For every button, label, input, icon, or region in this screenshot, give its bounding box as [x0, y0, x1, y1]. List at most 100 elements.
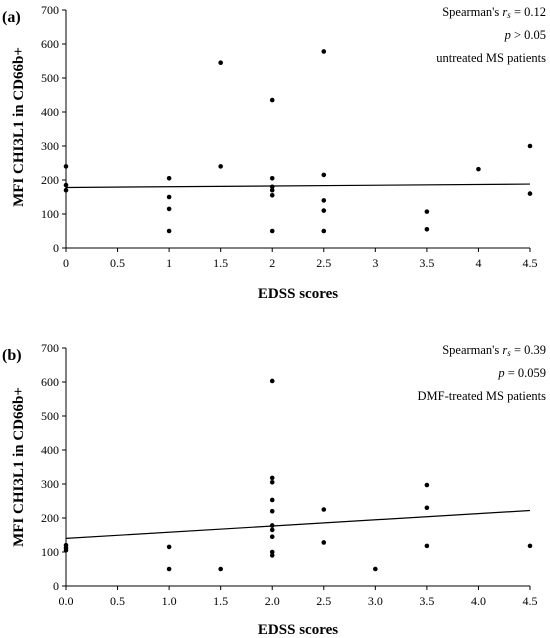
x-tick-label: 2.0	[265, 594, 280, 608]
data-point	[269, 475, 275, 481]
x-tick-label: 2.5	[316, 256, 331, 270]
data-point	[321, 198, 327, 203]
x-axis-title: EDSS scores	[258, 622, 338, 638]
stat-annotation: Spearman's rs = 0.39	[442, 343, 546, 358]
x-tick-label: 1.5	[213, 594, 228, 608]
data-point	[166, 566, 172, 572]
x-tick-label: 1.0	[162, 594, 177, 608]
data-point	[63, 182, 69, 188]
trend-line	[65, 509, 531, 539]
x-tick-label: 3	[372, 256, 378, 270]
data-point	[527, 143, 533, 149]
data-point	[269, 508, 275, 514]
data-point	[218, 60, 223, 65]
y-axis-title: MFI CHI3L1 in CD66b+	[11, 387, 27, 547]
data-point	[269, 228, 275, 234]
data-point	[269, 184, 275, 190]
x-tick-label: 4	[475, 256, 481, 270]
data-point	[63, 187, 69, 193]
x-tick-label: 2	[269, 256, 275, 270]
data-point	[321, 208, 327, 213]
y-tick-label: 500	[41, 409, 59, 423]
data-point	[269, 534, 275, 539]
data-point	[269, 527, 275, 533]
data-point	[269, 549, 275, 555]
y-tick-label: 500	[41, 71, 59, 85]
y-tick-label: 400	[41, 443, 59, 457]
plot-area: 0 100 200 300 400 500 600 700 0.0 0.5 1.0 1.5 2.0 2.5…	[41, 341, 538, 608]
data-point	[424, 209, 430, 214]
x-tick-label: 1	[166, 256, 172, 270]
x-tick-label: 0.5	[110, 256, 125, 270]
x-tick-label: 0.0	[59, 594, 74, 608]
data-point	[166, 194, 172, 200]
data-point	[424, 482, 430, 488]
data-point	[218, 164, 223, 169]
y-tick-label: 400	[41, 105, 59, 119]
data-point	[166, 206, 172, 212]
x-tick-label: 3.0	[368, 594, 383, 608]
data-point	[269, 378, 275, 384]
panel-a: (a) MFI CHI3L1 in CD66b+ EDSS scores Spe…	[2, 3, 546, 302]
data-point	[63, 164, 69, 169]
group-annotation: untreated MS patients	[436, 51, 546, 65]
x-tick-label: 4.5	[523, 594, 538, 608]
data-point	[218, 566, 223, 572]
data-point	[424, 227, 430, 232]
data-point	[373, 566, 378, 572]
panel-label: (b)	[2, 347, 22, 364]
x-tick-label: 4.0	[471, 594, 486, 608]
data-point	[269, 480, 275, 485]
data-point	[527, 191, 533, 196]
y-tick-label: 0	[53, 241, 59, 255]
x-tick-label: 3.5	[419, 256, 434, 270]
data-point	[269, 497, 275, 503]
y-tick-label: 700	[41, 341, 59, 355]
data-point	[321, 540, 327, 545]
data-point	[321, 228, 327, 234]
p-value-annotation: p = 0.059	[497, 366, 546, 380]
x-tick-label: 3.5	[419, 594, 434, 608]
data-point	[269, 176, 275, 181]
data-point	[63, 548, 69, 553]
data-point	[527, 543, 533, 549]
y-tick-label: 600	[41, 37, 59, 51]
data-point	[269, 523, 275, 528]
data-point	[321, 49, 327, 54]
data-point	[476, 166, 481, 172]
stat-annotation: Spearman's rs = 0.12	[442, 5, 546, 20]
x-tick-label: 1.5	[213, 256, 228, 270]
data-point	[166, 544, 172, 550]
data-point	[269, 97, 275, 103]
x-tick-label: 2.5	[316, 594, 331, 608]
y-tick-label: 0	[53, 579, 59, 593]
y-tick-label: 700	[41, 3, 59, 17]
data-point	[321, 172, 327, 178]
data-point	[424, 505, 430, 511]
trend-line	[65, 183, 531, 189]
x-tick-label: 0	[63, 256, 69, 270]
data-point	[424, 543, 430, 549]
y-tick-label: 300	[41, 477, 59, 491]
p-value-annotation: p > 0.05	[504, 28, 546, 42]
data-point	[321, 507, 327, 512]
data-point	[269, 193, 275, 198]
group-annotation: DMF-treated MS patients	[418, 389, 547, 403]
panel-b: (b) MFI CHI3L1 in CD66b+ EDSS scores Spe…	[2, 341, 546, 638]
x-tick-label: 0.5	[110, 594, 125, 608]
y-axis-title: MFI CHI3L1 in CD66b+	[11, 47, 27, 207]
y-tick-label: 300	[41, 139, 59, 153]
y-tick-label: 100	[41, 545, 59, 559]
data-point	[166, 228, 172, 234]
plot-area: 0 100 200 300 400 500 600 700 0 0.5 1 1.5 2 2.5 3 3.5 4 4…	[41, 3, 538, 270]
data-point	[269, 187, 275, 193]
panel-label: (a)	[2, 9, 21, 26]
data-point	[269, 553, 275, 558]
x-tick-label: 4.5	[523, 256, 538, 270]
x-axis-title: EDSS scores	[258, 286, 338, 302]
y-tick-label: 200	[41, 173, 59, 187]
y-tick-label: 100	[41, 207, 59, 221]
y-tick-label: 200	[41, 511, 59, 525]
data-point	[166, 176, 172, 181]
